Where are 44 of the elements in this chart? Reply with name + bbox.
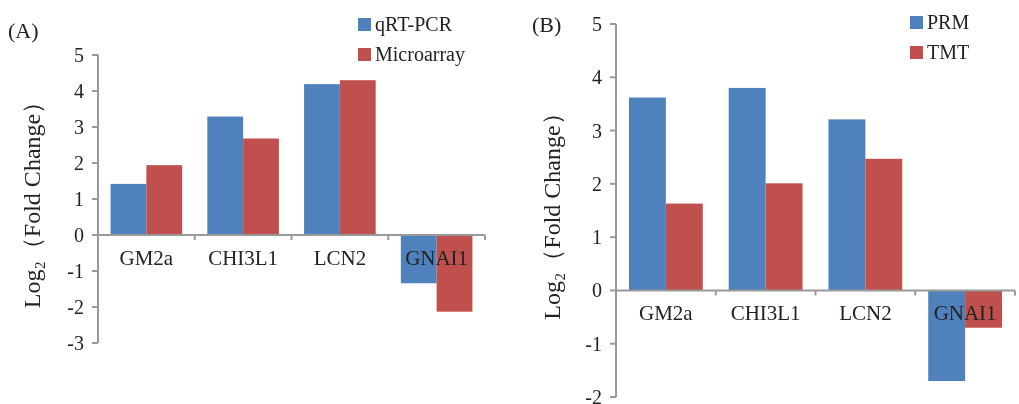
y-axis-title: Log₂（Fold Change） [539,101,565,320]
chart-title: (B) [532,12,562,37]
legend-label: TMT [927,41,970,63]
bar [828,119,866,291]
x-tick-label: LCN2 [313,246,367,270]
y-tick-label: -1 [67,260,84,282]
y-tick-label: 5 [74,44,84,66]
bar [339,80,376,235]
bar [865,158,903,291]
y-tick-label: -2 [67,296,84,318]
bar [765,183,803,291]
bar [628,97,666,291]
y-tick-label: 0 [74,224,84,246]
bar [207,116,244,235]
bar [110,183,147,235]
y-tick-label: 3 [74,116,84,138]
legend-label: Microarray [375,43,465,66]
y-tick-label: 3 [592,119,602,142]
bar [728,87,766,291]
y-tick-label: 5 [592,13,602,35]
x-tick-label: CHI3L1 [208,246,279,270]
y-tick-label: 2 [74,152,84,174]
y-axis-title: Log₂（Fold Change） [19,89,45,309]
legend-label: qRT-PCR [375,13,453,36]
y-tick-label: 1 [592,226,602,249]
x-tick-label: GNAI1 [405,246,469,270]
bar [146,165,183,235]
x-tick-label: CHI3L1 [730,301,801,326]
y-tick-label: -2 [585,386,602,404]
bar [665,203,703,291]
bar [304,84,340,235]
legend-label: PRM [927,11,970,33]
x-tick-label: GM2a [639,301,694,326]
x-tick-label: LCN2 [839,301,892,326]
y-tick-label: 4 [592,66,602,89]
chart-title: (A) [8,18,39,43]
y-tick-label: 1 [74,188,84,210]
y-tick-label: 0 [592,279,602,302]
bar [243,138,279,235]
y-tick-label: -3 [67,332,84,354]
y-tick-label: 4 [74,80,84,102]
x-tick-label: GM2a [119,246,174,270]
y-tick-label: 2 [592,172,602,195]
y-tick-label: -1 [585,332,602,355]
